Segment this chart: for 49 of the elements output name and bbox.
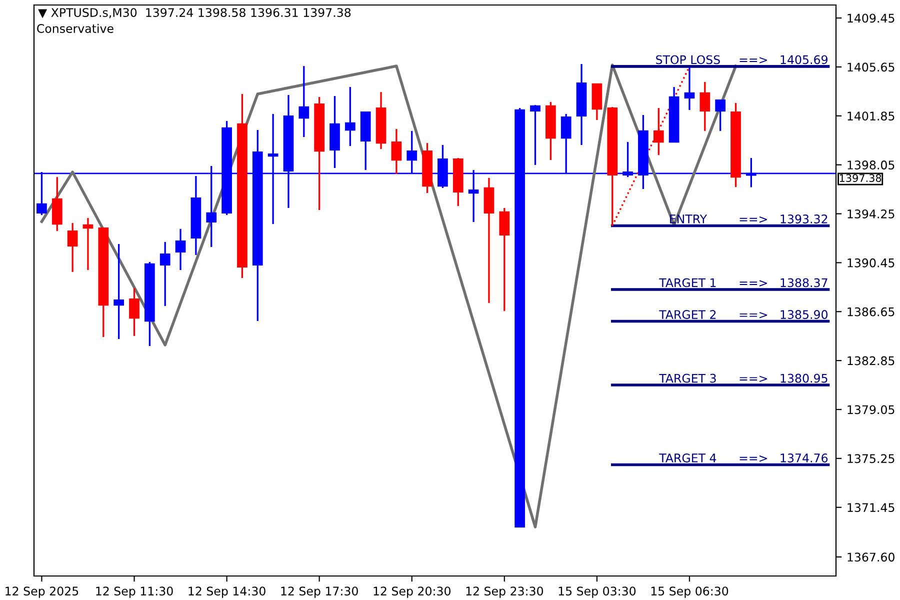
series-label: TARGET 4 — [659, 454, 716, 462]
x-tick-label: 12 Sep 20:30 — [374, 586, 450, 598]
x-tick-label: 15 Sep 03:30 — [558, 586, 636, 598]
data-label: ==> 1385.90 — [740, 310, 828, 319]
candlestick — [700, 81, 710, 132]
candlestick — [67, 222, 78, 273]
y-tick-label: 1386.65 — [848, 307, 894, 316]
candlestick — [530, 104, 540, 166]
series-label: TARGET 3 — [659, 374, 716, 383]
chart-title: ▼ XPTUSD.s,M30 1397.24 1398.58 1396.31 1397.38 — [38, 8, 351, 18]
y-tick-label: 1401.85 — [848, 112, 894, 121]
data-label: ==> 1388.37 — [740, 278, 828, 288]
x-tick-label: 12 Sep 11:30 — [96, 586, 173, 598]
data-label: ==> 1405.69 — [740, 55, 828, 64]
candlestick — [653, 107, 664, 156]
candlestick — [175, 228, 186, 271]
candlestick — [298, 65, 310, 138]
candlestick — [499, 207, 510, 312]
candlestick — [82, 217, 94, 271]
candlestick — [129, 287, 140, 337]
y-tick-label: 1405.65 — [848, 62, 894, 72]
data-label: ==> 1374.76 — [740, 454, 828, 462]
y-tick-label: 1367.60 — [848, 552, 894, 562]
x-tick-label: 12 Sep 23:30 — [466, 586, 544, 598]
series-label: TARGET 2 — [659, 310, 716, 319]
y-tick-label: 1390.45 — [848, 258, 894, 268]
x-tick-label: 15 Sep 06:30 — [651, 586, 728, 598]
candlestick — [160, 241, 170, 307]
y-tick-label: 1375.25 — [848, 454, 894, 464]
candlestick — [391, 128, 402, 175]
candlestick — [344, 86, 356, 147]
y-tick-label: 1394.25 — [848, 209, 894, 218]
candlestick — [114, 243, 124, 340]
x-tick-label: 12 Sep 17:30 — [281, 586, 358, 598]
data-label: ==> 1380.95 — [740, 374, 828, 383]
y-tick-label: 1409.45 — [848, 14, 894, 23]
x-tick-label: 12 Sep 14:30 — [188, 586, 266, 598]
candlestick — [715, 99, 726, 132]
series-label: TARGET 1 — [659, 278, 716, 288]
data-label: ==> 1393.32 — [740, 214, 828, 224]
ref-line-label: 1397.38 — [840, 174, 882, 182]
candlestick — [684, 66, 695, 111]
y-tick-label: 1379.05 — [848, 405, 894, 414]
text: Conservative — [37, 24, 114, 33]
x-tick-label: 12 Sep 2025 — [6, 586, 78, 598]
series-label: STOP LOSS — [656, 55, 720, 64]
y-tick-label: 1382.85 — [848, 356, 894, 366]
y-tick-label: 1371.45 — [848, 503, 894, 512]
y-tick-label: 1398.05 — [848, 160, 894, 170]
